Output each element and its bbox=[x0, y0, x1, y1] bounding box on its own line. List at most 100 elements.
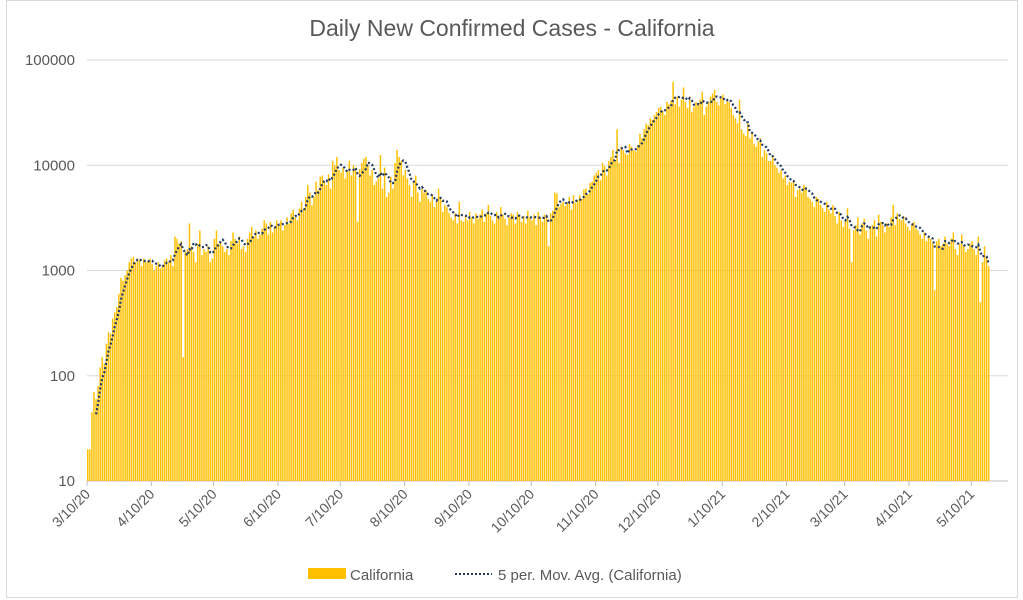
bar bbox=[589, 182, 591, 481]
bar bbox=[346, 171, 348, 481]
bar bbox=[340, 172, 342, 481]
bar bbox=[300, 201, 303, 481]
bar bbox=[128, 262, 131, 481]
x-tick-label: 5/10/21 bbox=[933, 486, 977, 530]
bar bbox=[275, 220, 278, 481]
bar bbox=[707, 101, 710, 481]
bar bbox=[796, 190, 799, 481]
bar bbox=[705, 106, 708, 481]
moving-average-series bbox=[95, 95, 990, 415]
bar bbox=[767, 160, 770, 481]
bar bbox=[487, 204, 490, 481]
bar bbox=[703, 115, 706, 481]
bar bbox=[334, 165, 336, 481]
bar bbox=[498, 217, 500, 481]
bar bbox=[510, 213, 512, 482]
bar bbox=[516, 211, 519, 481]
bar bbox=[888, 226, 890, 481]
x-axis: 3/10/20 4/10/20 5/10/20 6/10/20 7/10/20 8/10/… bbox=[49, 481, 978, 536]
bar bbox=[950, 238, 953, 481]
x-tick-label: 5/10/20 bbox=[175, 486, 219, 530]
bar bbox=[724, 104, 726, 481]
bar bbox=[356, 221, 359, 481]
bar bbox=[433, 207, 436, 481]
bar bbox=[861, 223, 863, 481]
bar bbox=[593, 175, 595, 481]
bar bbox=[269, 221, 272, 481]
bar bbox=[248, 232, 251, 481]
bar bbox=[460, 220, 463, 481]
bar bbox=[562, 201, 564, 481]
legend-swatch-california bbox=[308, 568, 346, 579]
bar bbox=[427, 198, 429, 482]
bar bbox=[547, 246, 550, 481]
bar bbox=[610, 156, 612, 482]
bar bbox=[865, 230, 867, 481]
bar bbox=[904, 223, 907, 481]
bar bbox=[651, 119, 654, 481]
bar bbox=[437, 188, 440, 481]
bar bbox=[109, 333, 112, 481]
bar bbox=[807, 196, 809, 481]
bar bbox=[113, 312, 116, 481]
bar bbox=[280, 220, 282, 481]
bar bbox=[99, 367, 101, 481]
bar bbox=[801, 192, 803, 481]
bar bbox=[826, 201, 828, 481]
bar bbox=[520, 221, 523, 481]
bar bbox=[317, 190, 319, 481]
bar bbox=[965, 251, 967, 481]
bar bbox=[261, 228, 263, 481]
bar bbox=[624, 153, 627, 481]
bar bbox=[749, 138, 751, 481]
bar bbox=[483, 221, 485, 481]
bar bbox=[900, 220, 903, 481]
bar bbox=[892, 204, 894, 481]
bar bbox=[361, 163, 363, 481]
bar bbox=[379, 155, 382, 482]
bar bbox=[886, 223, 888, 481]
bar bbox=[321, 175, 324, 481]
bar bbox=[298, 208, 301, 482]
bar bbox=[385, 196, 388, 481]
bar bbox=[879, 221, 882, 481]
chart-title: Daily New Confirmed Cases - California bbox=[309, 15, 714, 41]
bar bbox=[178, 243, 180, 481]
bar bbox=[105, 344, 108, 481]
bar bbox=[599, 180, 602, 481]
bar bbox=[846, 208, 849, 482]
bar bbox=[91, 412, 93, 481]
bar bbox=[304, 196, 307, 481]
bar bbox=[412, 181, 415, 482]
bar bbox=[850, 262, 853, 481]
bar bbox=[292, 209, 294, 482]
bar bbox=[159, 268, 162, 481]
x-tick-label: 11/10/20 bbox=[553, 486, 602, 535]
bar bbox=[898, 218, 901, 481]
bar bbox=[149, 258, 151, 481]
bar bbox=[242, 246, 245, 481]
bar bbox=[336, 156, 338, 482]
bar bbox=[821, 208, 824, 482]
bar bbox=[145, 262, 147, 481]
bar bbox=[730, 107, 733, 482]
bar bbox=[201, 255, 203, 481]
bar bbox=[495, 211, 498, 481]
bar bbox=[390, 176, 392, 482]
bar bbox=[414, 175, 417, 481]
bar bbox=[450, 217, 452, 481]
bar bbox=[151, 264, 153, 481]
bar bbox=[165, 258, 168, 481]
bar bbox=[456, 223, 458, 481]
bar bbox=[823, 211, 826, 481]
x-tick-label: 3/10/21 bbox=[806, 486, 850, 530]
bar bbox=[896, 213, 899, 482]
y-axis: 10 100 1000 10000 100000 bbox=[25, 52, 75, 490]
bar bbox=[564, 206, 566, 481]
bar bbox=[794, 196, 797, 481]
bar bbox=[130, 258, 133, 481]
bar bbox=[365, 156, 367, 482]
bar bbox=[815, 196, 818, 481]
bar bbox=[626, 155, 629, 482]
